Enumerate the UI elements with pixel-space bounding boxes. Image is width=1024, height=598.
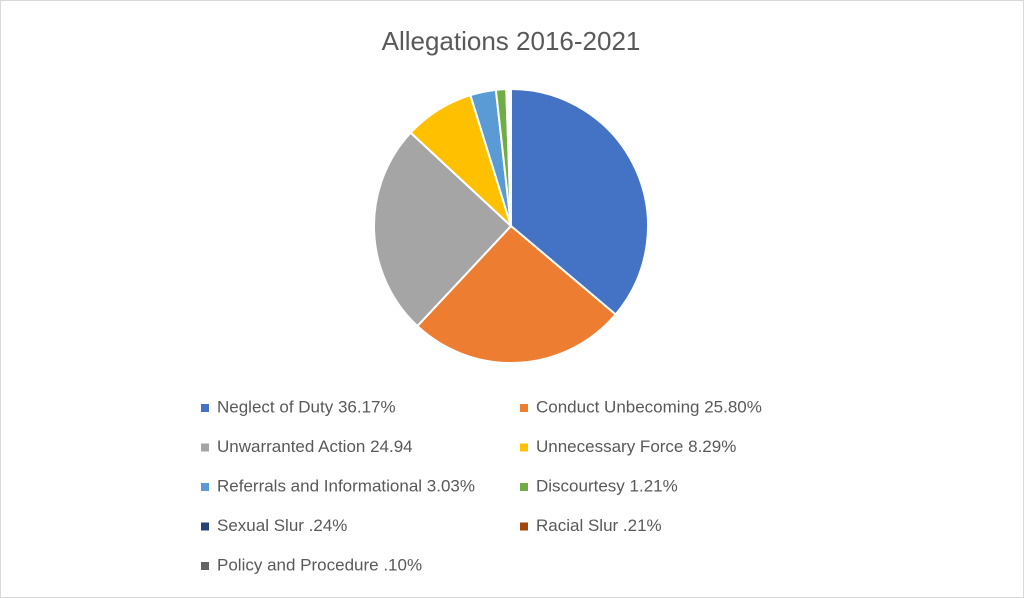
legend-label: Conduct Unbecoming 25.80% [536,397,762,416]
pie-slice [373,131,513,328]
legend-label: Policy and Procedure .10% [217,555,422,574]
pie-slice [415,224,618,364]
legend-label: Discourtesy 1.21% [536,476,678,495]
legend-swatch [520,483,528,491]
legend-swatch [201,562,209,570]
legend-label: Unnecessary Force 8.29% [536,437,736,456]
pie-slice [509,87,512,227]
legend-swatch [201,443,209,452]
pie-slice [510,87,649,316]
legend-label: Referrals and Informational 3.03% [217,476,475,495]
legend-swatch [520,522,528,531]
legend-swatch [201,483,209,491]
legend-swatch [201,522,209,531]
legend-label: Racial Slur .21% [536,516,662,535]
legend-swatch [201,404,209,412]
legend-swatch [520,404,528,412]
legend-label: Neglect of Duty 36.17% [217,397,396,416]
legend-swatch [520,443,528,452]
chart-title: Allegations 2016-2021 [382,26,641,56]
legend-label: Unwarranted Action 24.94 [217,437,413,456]
legend-label: Sexual Slur .24% [217,516,347,535]
